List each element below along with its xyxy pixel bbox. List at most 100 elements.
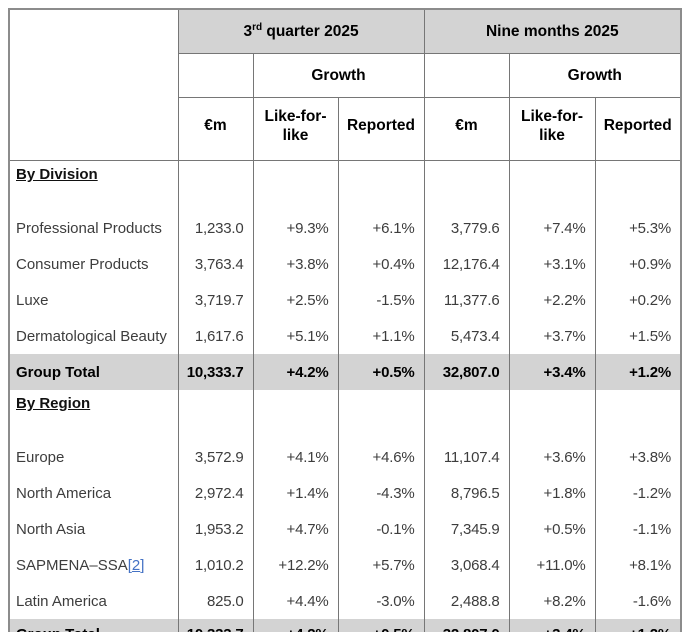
q3-reported-col-header: Reported bbox=[337, 97, 424, 161]
cell-9m-reported: -1.1% bbox=[594, 511, 682, 547]
cell-9m-lfl: +7.4% bbox=[508, 210, 595, 246]
table-row-dermatological-beauty: Dermatological Beauty 1,617.6 +5.1% +1.1… bbox=[9, 318, 682, 354]
cell-9m-eur: 3,068.4 bbox=[423, 547, 509, 583]
q3-eur-col-header: €m bbox=[177, 97, 253, 161]
row-label: Professional Products bbox=[16, 219, 162, 237]
table-row-consumer-products: Consumer Products 3,763.4 +3.8% +0.4% 12… bbox=[9, 246, 682, 282]
q3-growth-label: Growth bbox=[252, 53, 424, 98]
cell-q3-lfl: +1.4% bbox=[252, 475, 338, 511]
cell-q3-lfl: +4.7% bbox=[252, 511, 338, 547]
table-row-sapmena-ssa: SAPMENA–SSA[2] 1,010.2 +12.2% +5.7% 3,06… bbox=[9, 547, 682, 583]
header-period-row: 3rd quarter 2025 Nine months 2025 bbox=[9, 9, 682, 161]
q3-num: 3 bbox=[243, 23, 253, 41]
row-label: Group Total bbox=[9, 354, 178, 390]
cell-q3-eur: 825.0 bbox=[177, 583, 253, 619]
empty-cell bbox=[177, 53, 253, 98]
cell-q3-reported: +5.7% bbox=[337, 547, 424, 583]
cell-q3-reported: -1.5% bbox=[337, 282, 424, 318]
row-label-text: SAPMENA–SSA bbox=[16, 556, 128, 574]
nine-months-growth-label: Growth bbox=[508, 53, 682, 98]
row-label: North America bbox=[16, 484, 112, 502]
cell-q3-lfl: +4.1% bbox=[252, 439, 338, 475]
sales-results-table: 3rd quarter 2025 Nine months 2025 Growth… bbox=[8, 8, 683, 632]
cell-q3-lfl: +4.2% bbox=[252, 619, 338, 632]
corner-cell bbox=[9, 9, 178, 161]
table-row-north-america: North America 2,972.4 +1.4% -4.3% 8,796.… bbox=[9, 475, 682, 511]
table-row-luxe: Luxe 3,719.7 +2.5% -1.5% 11,377.6 +2.2% … bbox=[9, 282, 682, 318]
cell-9m-reported: -1.2% bbox=[594, 475, 682, 511]
cell-q3-eur: 10,333.7 bbox=[177, 354, 253, 390]
cell-9m-eur: 2,488.8 bbox=[423, 583, 509, 619]
cell-9m-eur: 11,377.6 bbox=[423, 282, 509, 318]
cell-9m-lfl: +11.0% bbox=[508, 547, 595, 583]
cell-q3-reported: +0.5% bbox=[337, 619, 424, 632]
table-row-group-total-region: Group Total 10,333.7 +4.2% +0.5% 32,807.… bbox=[9, 619, 682, 632]
cell-q3-reported: +1.1% bbox=[337, 318, 424, 354]
cell-9m-reported: +3.8% bbox=[594, 439, 682, 475]
cell-9m-reported: +1.5% bbox=[594, 318, 682, 354]
q3-ordinal-sup: rd bbox=[252, 21, 263, 33]
cell-q3-reported: -0.1% bbox=[337, 511, 424, 547]
cell-q3-lfl: +12.2% bbox=[252, 547, 338, 583]
cell-9m-eur: 8,796.5 bbox=[423, 475, 509, 511]
cell-9m-lfl: +8.2% bbox=[508, 583, 595, 619]
cell-9m-eur: 3,779.6 bbox=[423, 210, 509, 246]
cell-q3-lfl: +9.3% bbox=[252, 210, 338, 246]
cell-9m-eur: 32,807.0 bbox=[423, 354, 509, 390]
nine-months-eur-col-header: €m bbox=[423, 97, 509, 161]
section-row-by-region: By Region bbox=[9, 390, 682, 439]
cell-9m-eur: 12,176.4 bbox=[423, 246, 509, 282]
cell-q3-reported: -3.0% bbox=[337, 583, 424, 619]
cell-9m-reported: +0.2% bbox=[594, 282, 682, 318]
cell-9m-lfl: +3.1% bbox=[508, 246, 595, 282]
table-row-europe: Europe 3,572.9 +4.1% +4.6% 11,107.4 +3.6… bbox=[9, 439, 682, 475]
table-row-professional-products: Professional Products 1,233.0 +9.3% +6.1… bbox=[9, 210, 682, 246]
empty-cell bbox=[423, 53, 509, 98]
cell-9m-lfl: +1.8% bbox=[508, 475, 595, 511]
q3-lfl-col-header: Like-for-like bbox=[252, 97, 338, 161]
row-label: Luxe bbox=[16, 291, 49, 309]
cell-9m-lfl: +3.6% bbox=[508, 439, 595, 475]
row-label: Latin America bbox=[16, 592, 107, 610]
row-label: Consumer Products bbox=[16, 255, 149, 273]
cell-9m-lfl: +2.2% bbox=[508, 282, 595, 318]
header-nine-months: Nine months 2025 bbox=[423, 9, 682, 54]
q3-rest: quarter 2025 bbox=[262, 23, 359, 41]
cell-9m-reported: +0.9% bbox=[594, 246, 682, 282]
section-label: By Division bbox=[16, 166, 98, 183]
cell-q3-eur: 3,572.9 bbox=[177, 439, 253, 475]
nine-months-reported-col-header: Reported bbox=[594, 97, 682, 161]
cell-9m-eur: 7,345.9 bbox=[423, 511, 509, 547]
table-row-group-total-division: Group Total 10,333.7 +4.2% +0.5% 32,807.… bbox=[9, 354, 682, 390]
footnote-link[interactable]: [2] bbox=[127, 556, 145, 574]
cell-q3-eur: 3,763.4 bbox=[177, 246, 253, 282]
row-label: North Asia bbox=[16, 520, 86, 538]
cell-q3-reported: -4.3% bbox=[337, 475, 424, 511]
cell-9m-reported: -1.6% bbox=[594, 583, 682, 619]
cell-q3-lfl: +5.1% bbox=[252, 318, 338, 354]
row-label: Group Total bbox=[9, 619, 178, 632]
header-q3-quarter: 3rd quarter 2025 bbox=[177, 9, 424, 54]
cell-9m-lfl: +3.4% bbox=[508, 619, 595, 632]
cell-9m-reported: +1.2% bbox=[594, 354, 682, 390]
row-label: SAPMENA–SSA[2] bbox=[9, 547, 178, 583]
cell-q3-eur: 1,233.0 bbox=[177, 210, 253, 246]
cell-q3-eur: 3,719.7 bbox=[177, 282, 253, 318]
cell-q3-eur: 2,972.4 bbox=[177, 475, 253, 511]
cell-q3-eur: 1,617.6 bbox=[177, 318, 253, 354]
cell-q3-eur: 1,953.2 bbox=[177, 511, 253, 547]
cell-9m-eur: 11,107.4 bbox=[423, 439, 509, 475]
cell-9m-eur: 5,473.4 bbox=[423, 318, 509, 354]
cell-q3-lfl: +2.5% bbox=[252, 282, 338, 318]
section-label: By Region bbox=[16, 395, 91, 412]
cell-9m-reported: +5.3% bbox=[594, 210, 682, 246]
cell-9m-lfl: +0.5% bbox=[508, 511, 595, 547]
cell-q3-eur: 1,010.2 bbox=[177, 547, 253, 583]
header-columns-row: €m Like-for-like Reported €m Like-for-li… bbox=[9, 97, 682, 161]
header-growth-row: Growth Growth bbox=[9, 53, 682, 98]
cell-q3-reported: +0.5% bbox=[337, 354, 424, 390]
cell-9m-reported: +1.2% bbox=[594, 619, 682, 632]
cell-9m-lfl: +3.4% bbox=[508, 354, 595, 390]
section-row-by-division: By Division bbox=[9, 160, 682, 210]
